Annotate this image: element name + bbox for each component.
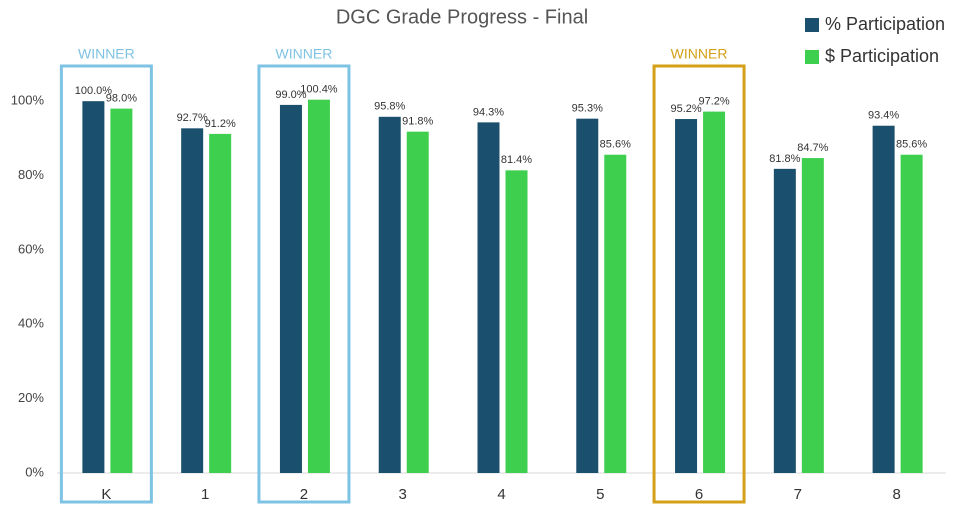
y-tick-label: 0%: [25, 464, 44, 479]
bar: [378, 116, 401, 473]
annotation: WINNER: [276, 46, 333, 62]
data-label: 92.7%: [177, 112, 208, 124]
winner-box: [257, 64, 351, 504]
annotation: WINNER: [671, 46, 728, 62]
bar: [477, 122, 500, 473]
x-tick-label: 6: [695, 486, 703, 503]
annotation: WINNER: [78, 46, 135, 62]
x-tick-label: K: [101, 486, 111, 503]
x-tick-label: 5: [596, 486, 604, 503]
data-label: 97.2%: [698, 95, 729, 107]
data-label: 93.4%: [868, 110, 899, 122]
data-label: 85.6%: [896, 139, 927, 151]
chart-title: DGC Grade Progress - Final: [336, 6, 588, 28]
data-label: 98.0%: [106, 93, 137, 105]
data-label: 95.8%: [374, 101, 405, 113]
bar: [801, 158, 824, 473]
bar: [576, 118, 599, 473]
data-label: 94.3%: [473, 106, 504, 118]
bar: [209, 133, 232, 473]
bar: [604, 154, 627, 473]
x-tick-label: 3: [399, 486, 407, 503]
x-tick-label: 1: [201, 486, 209, 503]
data-label: 99.0%: [275, 89, 306, 101]
data-label: 84.7%: [797, 142, 828, 154]
data-label: 100.4%: [300, 84, 338, 96]
y-tick-label: 80%: [18, 167, 44, 182]
data-label: 81.8%: [769, 153, 800, 165]
bar: [872, 125, 895, 474]
bar: [703, 111, 726, 474]
data-label: 85.6%: [600, 139, 631, 151]
legend-swatch: [805, 50, 819, 64]
y-tick-label: 60%: [18, 241, 44, 256]
bar: [773, 168, 796, 473]
x-tick-label: 8: [892, 486, 900, 503]
data-label: 91.2%: [205, 118, 236, 130]
bar: [82, 101, 105, 473]
y-tick-label: 20%: [18, 390, 44, 405]
winner-box: [652, 64, 746, 504]
x-tick-label: 7: [794, 486, 802, 503]
legend-label: % Participation: [825, 14, 945, 34]
x-tick-label: 4: [497, 486, 505, 503]
legend-label: $ Participation: [825, 46, 939, 66]
bar: [406, 131, 429, 474]
data-label: 95.2%: [670, 103, 701, 115]
bar: [675, 119, 698, 474]
data-label: 95.3%: [572, 103, 603, 115]
bar: [307, 99, 330, 473]
data-label: 100.0%: [75, 85, 113, 97]
y-tick-label: 40%: [18, 316, 44, 331]
bar: [279, 104, 302, 474]
x-tick-label: 2: [300, 486, 308, 503]
bar: [110, 108, 133, 474]
data-label: 91.8%: [402, 116, 433, 128]
y-tick-label: 100%: [11, 93, 45, 108]
legend-swatch: [805, 18, 819, 32]
winner-box: [59, 64, 153, 504]
bar: [900, 154, 923, 473]
bar: [181, 128, 204, 474]
bar: [505, 170, 528, 473]
data-label: 81.4%: [501, 154, 532, 166]
